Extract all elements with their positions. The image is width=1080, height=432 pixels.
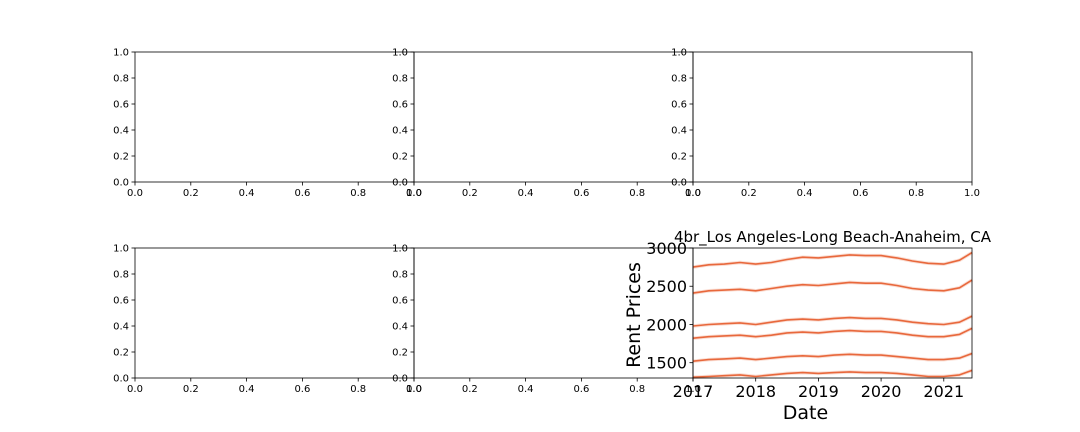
chart-1-x-tick-label: 0.6 [294, 188, 310, 199]
chart-5-y-tick-label: 0.6 [392, 296, 408, 307]
chart-6-y-tick-label: 1500 [646, 354, 687, 373]
chart-6-series-5-line [692, 352, 973, 362]
chart-2-x-tick-label: 0.0 [406, 188, 422, 199]
chart-5-x-tick-label: 0.0 [406, 384, 422, 395]
chart-4-x-tick-label: 0.0 [127, 384, 143, 395]
chart-6-series-3-line [692, 315, 973, 327]
chart-4-y-tick-label: 1.0 [113, 244, 129, 255]
chart-4-y-tick-label: 0.4 [113, 322, 129, 333]
chart-6-x-tick-label: 2018 [735, 382, 776, 401]
chart-5-y-tick-label: 0.4 [392, 322, 408, 333]
chart-3-x-tick-label: 0.4 [797, 188, 813, 199]
chart-6-y-label: Rent Prices [623, 262, 645, 368]
chart-2-y-tick-label: 1.0 [392, 48, 408, 59]
chart-6-series-6-line [692, 369, 973, 378]
chart-6-x-tick-label: 2019 [798, 382, 839, 401]
chart-3-x-tick-label: 0.6 [852, 188, 868, 199]
chart-2-x-tick-label: 0.2 [462, 188, 478, 199]
chart-3-y-tick-label: 1.0 [671, 48, 687, 59]
chart-2-x-tick-label: 1.0 [685, 188, 701, 199]
chart-3-x-tick-label: 0.8 [908, 188, 924, 199]
chart-4-y-tick-label: 0.0 [113, 374, 129, 385]
chart-1-y-tick-label: 0.2 [113, 152, 129, 163]
chart-5-x-tick-label: 0.4 [518, 384, 534, 395]
chart-6-frame [692, 247, 973, 379]
chart-5-y-tick-label: 0.2 [392, 348, 408, 359]
chart-4-x-tick-label: 0.4 [239, 384, 255, 395]
chart-5-x-tick-label: 1.0 [685, 384, 701, 395]
chart-3-x-tick-label: 0.0 [685, 188, 701, 199]
chart-4-x-tick-label: 0.6 [294, 384, 310, 395]
chart-6-x-tick-label: 2021 [923, 382, 964, 401]
chart-1-y-tick-label: 0.0 [113, 178, 129, 189]
chart-4-y-tick-label: 0.2 [113, 348, 129, 359]
chart-2-x-tick-label: 0.6 [573, 188, 589, 199]
chart-1-y-tick-label: 1.0 [113, 48, 129, 59]
chart-6-series-4-line [692, 327, 973, 339]
chart-2-y-tick-label: 0.6 [392, 100, 408, 111]
chart-6-series-2-line [692, 279, 973, 294]
chart-3-x-tick-label: 1.0 [964, 188, 980, 199]
chart-4-frame [134, 247, 415, 379]
chart-6-series-2-band [692, 278, 973, 295]
chart-2-y-tick-label: 0.2 [392, 152, 408, 163]
chart-6-series-1-line [692, 251, 973, 268]
chart-1-y-tick-label: 0.4 [113, 126, 129, 137]
chart-3-x-tick-label: 0.2 [741, 188, 757, 199]
chart-2-frame [413, 51, 694, 183]
chart-2-y-tick-label: 0.0 [392, 178, 408, 189]
chart-5-x-tick-label: 0.8 [629, 384, 645, 395]
chart-5-y-tick-label: 0.0 [392, 374, 408, 385]
chart-6-x-tick-label: 2020 [861, 382, 902, 401]
chart-4-y-tick-label: 0.8 [113, 270, 129, 281]
chart-4-x-tick-label: 0.8 [350, 384, 366, 395]
chart-2-y-tick-label: 0.4 [392, 126, 408, 137]
chart-6-y-tick-label: 2000 [646, 315, 687, 334]
chart-1-x-tick-label: 0.0 [127, 188, 143, 199]
chart-1-frame [134, 51, 415, 183]
chart-5-y-tick-label: 1.0 [392, 244, 408, 255]
chart-5-y-tick-label: 0.8 [392, 270, 408, 281]
chart-6-y-tick-label: 3000 [646, 239, 687, 258]
chart-4-x-tick-label: 1.0 [406, 384, 422, 395]
chart-6-y-tick-label: 2500 [646, 277, 687, 296]
chart-1-x-tick-label: 0.4 [239, 188, 255, 199]
chart-1-x-tick-label: 0.2 [183, 188, 199, 199]
chart-2-x-tick-label: 0.8 [629, 188, 645, 199]
chart-3-y-tick-label: 0.4 [671, 126, 687, 137]
chart-5-x-tick-label: 0.2 [462, 384, 478, 395]
chart-2-x-tick-label: 0.4 [518, 188, 534, 199]
chart-3-y-tick-label: 0.2 [671, 152, 687, 163]
chart-6-x-tick-label: 2017 [673, 382, 714, 401]
chart-1-x-tick-label: 0.8 [350, 188, 366, 199]
chart-1-y-tick-label: 0.8 [113, 74, 129, 85]
chart-6-title: 4br_Los Angeles-Long Beach-Anaheim, CA [674, 228, 992, 247]
chart-5-x-tick-label: 0.6 [573, 384, 589, 395]
chart-4-y-tick-label: 0.6 [113, 296, 129, 307]
chart-3-y-tick-label: 0.6 [671, 100, 687, 111]
chart-3-frame [692, 51, 973, 183]
chart-6-series-1-band [692, 251, 973, 269]
chart-3-y-tick-label: 0.0 [671, 178, 687, 189]
chart-1-y-tick-label: 0.6 [113, 100, 129, 111]
chart-3-y-tick-label: 0.8 [671, 74, 687, 85]
chart-1-x-tick-label: 1.0 [406, 188, 422, 199]
chart-2-y-tick-label: 0.8 [392, 74, 408, 85]
chart-4-x-tick-label: 0.2 [183, 384, 199, 395]
chart-6-x-label: Date [783, 402, 828, 424]
